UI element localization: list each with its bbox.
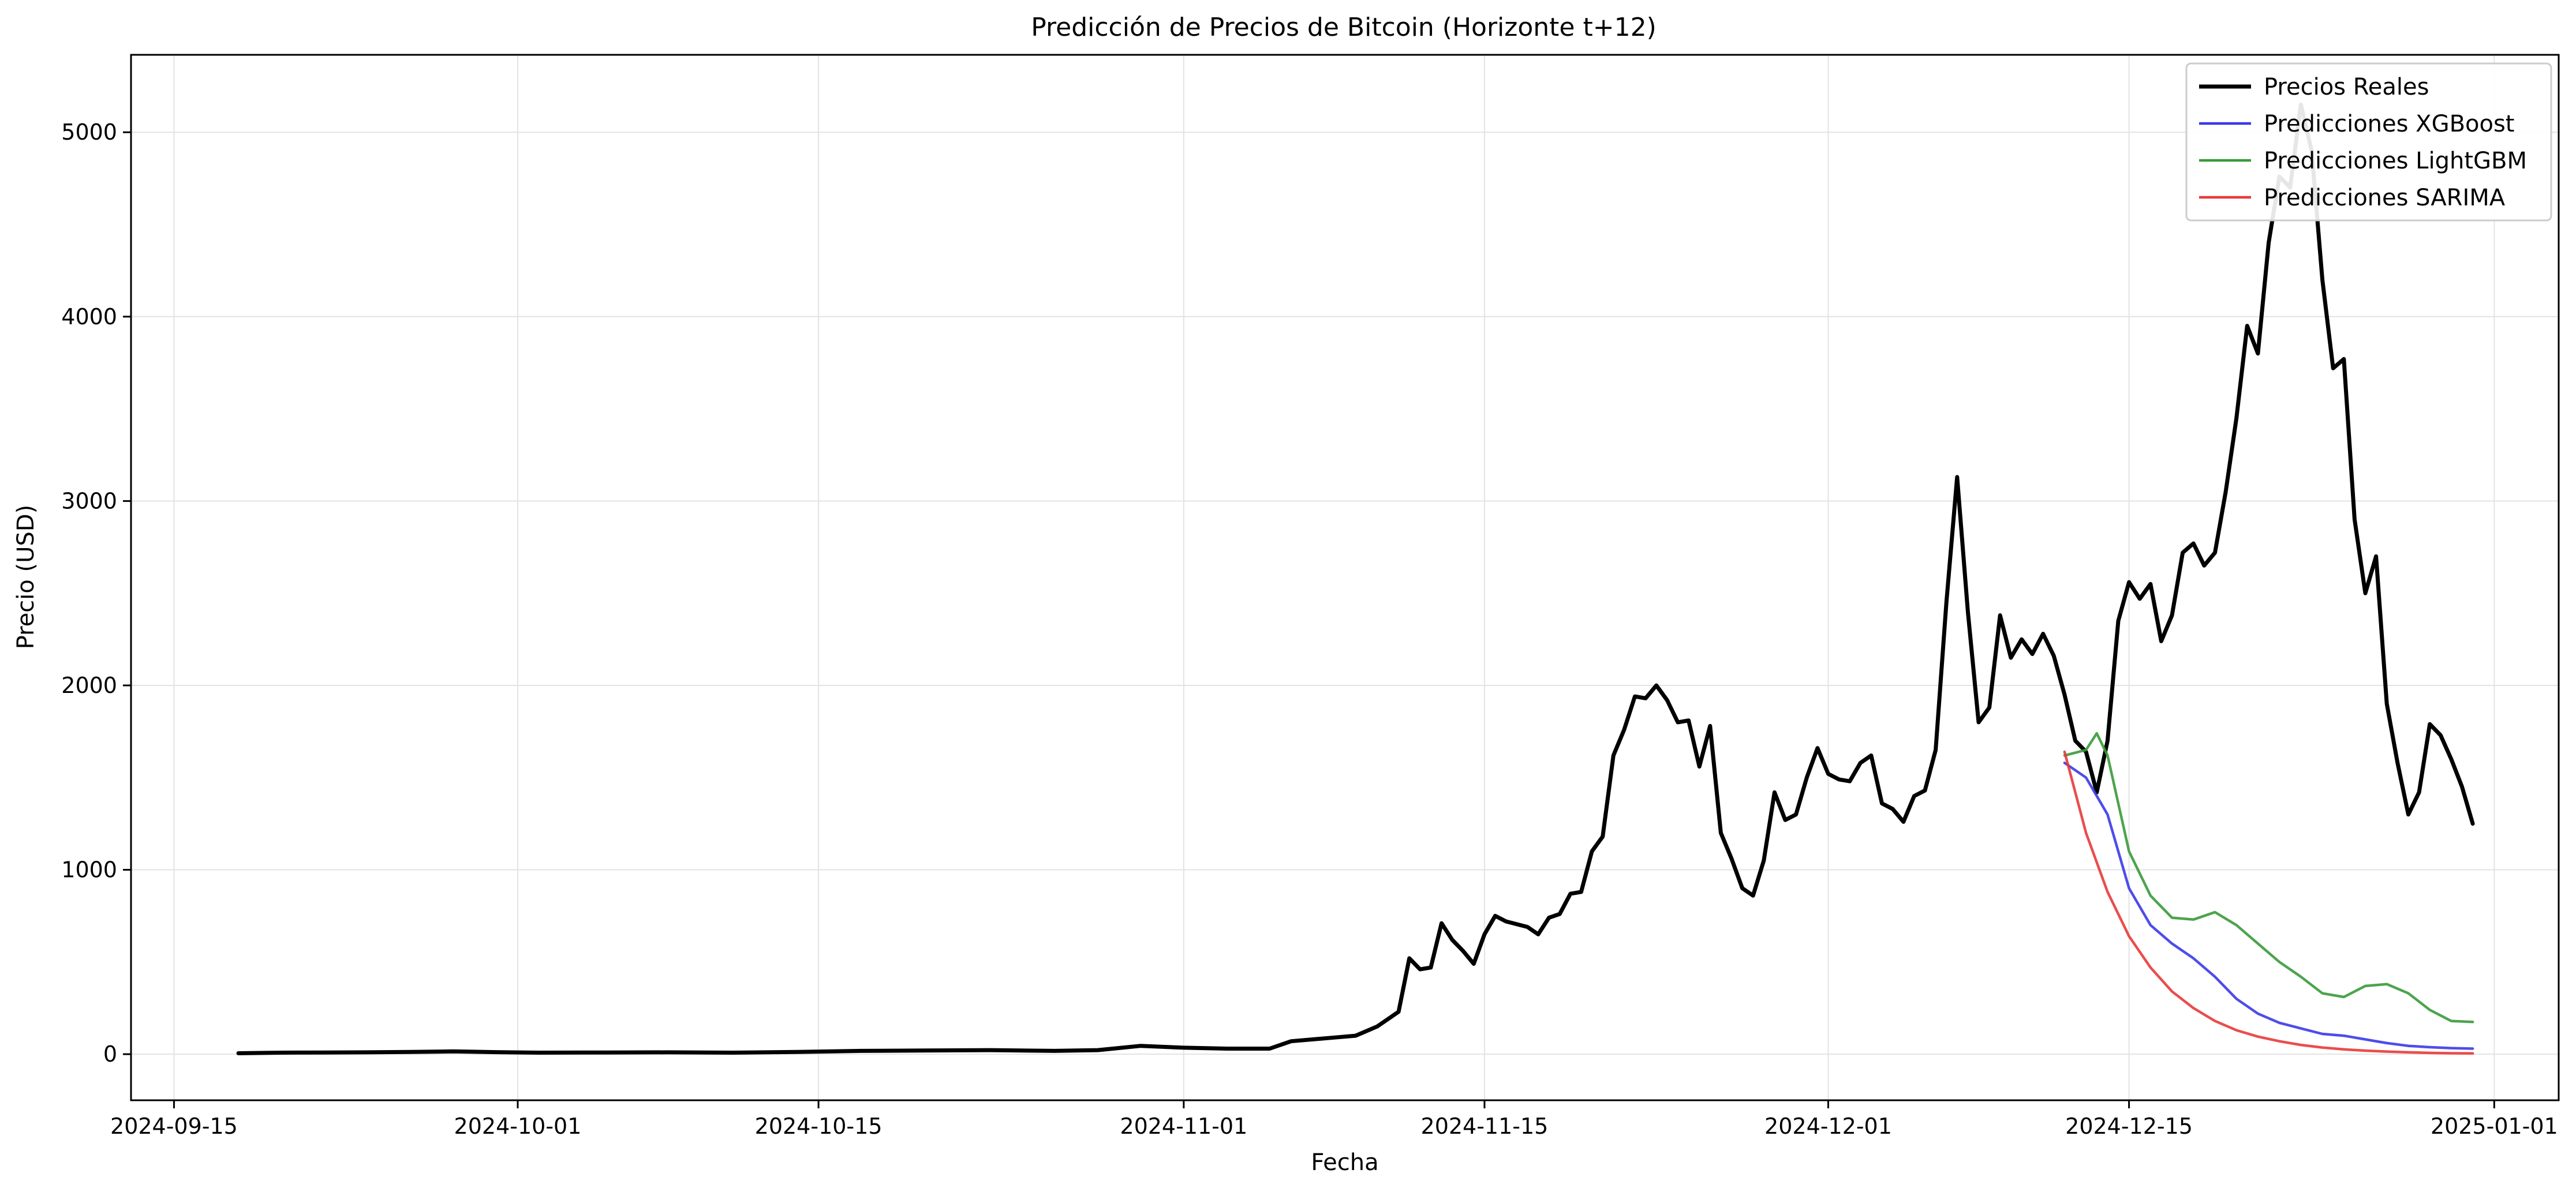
y-tick-label: 2000 [61, 673, 117, 698]
legend: Precios Reales Predicciones XGBoost Predic… [2185, 62, 2552, 222]
series-line-predicciones-lightgbm [2063, 732, 2474, 1024]
series-line-precios-reales [236, 102, 2475, 1055]
plot-frame [130, 54, 2560, 1101]
x-axis-label: Fecha [1311, 1149, 1378, 1176]
y-axis-ticks: 0 1000 2000 3000 4000 5000 [61, 119, 131, 1067]
series-line-predicciones-xgboost [2063, 761, 2474, 1050]
legend-label-predicciones-sarima: Predicciones SARIMA [2264, 185, 2506, 211]
legend-items: Precios Reales Predicciones XGBoost Predic… [2199, 74, 2527, 211]
y-axis-label: Precio (USD) [13, 505, 39, 650]
x-tick-label: 2025-01-01 [2431, 1114, 2558, 1139]
legend-box [2185, 62, 2552, 222]
x-tick-label: 2024-12-15 [2065, 1114, 2193, 1139]
y-tick-label: 4000 [61, 304, 117, 329]
x-tick-label: 2024-10-15 [755, 1114, 883, 1139]
legend-label-predicciones-xgboost: Predicciones XGBoost [2264, 111, 2515, 137]
series-layer [236, 102, 2475, 1055]
y-tick-label: 3000 [61, 488, 117, 513]
x-axis-ticks: 2024-09-15 2024-10-01 2024-10-15 2024-11-01… [110, 1100, 2558, 1139]
x-tick-label: 2024-11-15 [1421, 1114, 1549, 1139]
legend-label-precios-reales: Precios Reales [2264, 74, 2429, 100]
legend-label-predicciones-lightgbm: Predicciones LightGBM [2264, 148, 2527, 174]
chart-title: Predicción de Precios de Bitcoin (Horizo… [1031, 13, 1657, 42]
y-tick-label: 0 [103, 1041, 117, 1067]
series-line-predicciones-sarima [2063, 750, 2474, 1055]
x-tick-label: 2024-12-01 [1764, 1114, 1892, 1139]
x-tick-label: 2024-10-01 [454, 1114, 582, 1139]
plot-area [236, 102, 2475, 1055]
y-tick-label: 1000 [61, 857, 117, 883]
y-tick-label: 5000 [61, 119, 117, 145]
x-tick-label: 2024-09-15 [110, 1114, 238, 1139]
x-tick-label: 2024-11-01 [1120, 1114, 1247, 1139]
